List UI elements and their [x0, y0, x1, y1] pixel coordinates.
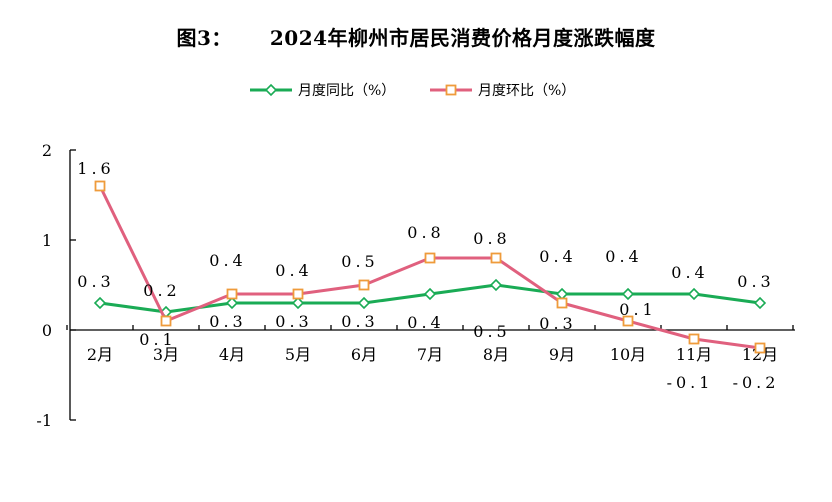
data-point — [292, 288, 304, 300]
data-point — [226, 288, 238, 300]
data-point — [555, 287, 569, 301]
data-label: -0.1 — [667, 373, 714, 392]
data-point — [489, 278, 503, 292]
series-lines — [93, 180, 767, 354]
data-point — [160, 315, 172, 327]
data-labels: 0.3 0.2 0.3 0.3 0.3 0.4 0.5 0.4 0.4 0.4 0.3 1.6 0.1 0… — [77, 159, 780, 392]
data-label: 0.4 — [275, 261, 312, 280]
x-tick-label: 6月 — [351, 345, 377, 364]
data-label: 0.5 — [341, 252, 378, 271]
legend-label: 月度环比（%） — [478, 83, 575, 99]
y-tick-label: 1 — [42, 231, 52, 250]
x-tick-label: 3月 — [153, 345, 179, 364]
data-point — [423, 287, 437, 301]
data-label: 0.1 — [619, 300, 656, 319]
data-point — [688, 333, 700, 345]
data-label: 0.3 — [77, 272, 114, 291]
data-point — [93, 296, 107, 310]
chart-title: 图3： 2024年柳州市居民消费价格月度涨跌幅度 — [0, 22, 832, 51]
data-label: 0.3 — [737, 272, 774, 291]
data-label: 1.6 — [77, 159, 114, 178]
data-label: 0.4 — [671, 263, 708, 282]
data-point — [490, 252, 502, 264]
y-tick-label: -1 — [36, 411, 52, 430]
data-label: 0.4 — [209, 251, 246, 270]
x-tick-label: 5月 — [285, 345, 311, 364]
data-label: 0.3 — [275, 312, 312, 331]
data-point — [358, 279, 370, 291]
data-label: 0.8 — [407, 223, 444, 242]
data-point — [621, 287, 635, 301]
data-point — [357, 296, 371, 310]
data-point — [291, 296, 305, 310]
data-label: 0.4 — [605, 247, 642, 266]
y-tick-label: 0 — [42, 321, 52, 340]
axes: -1 0 1 2 2月 3月 4月 5月 6月 7月 8月 9月 10月 11月 12月 — [36, 141, 795, 430]
chart-title-text: 2024年柳州市居民消费价格月度涨跌幅度 — [269, 26, 656, 50]
data-point — [424, 252, 436, 264]
data-label: -0.2 — [733, 373, 780, 392]
data-label: 0.4 — [407, 313, 444, 332]
data-label: 0.4 — [539, 247, 576, 266]
data-point — [687, 287, 701, 301]
data-label: 0.1 — [139, 330, 176, 349]
legend-marker — [264, 83, 278, 97]
legend: 月度同比（%） 月度环比（%） — [250, 83, 575, 99]
legend-label: 月度同比（%） — [298, 83, 395, 99]
x-tick-label: 8月 — [483, 345, 509, 364]
x-tick-label: 9月 — [549, 345, 575, 364]
x-tick-label: 10月 — [610, 345, 646, 364]
x-tick-label: 2月 — [87, 345, 113, 364]
data-point — [94, 180, 106, 192]
x-tick-label: 12月 — [742, 345, 778, 364]
x-tick-label: 11月 — [676, 345, 712, 364]
data-point — [556, 297, 568, 309]
x-tick-label: 7月 — [417, 345, 443, 364]
y-tick-label: 2 — [42, 141, 52, 160]
data-point — [753, 296, 767, 310]
legend-marker — [445, 84, 457, 96]
data-label: 0.3 — [341, 312, 378, 331]
data-label: 0.2 — [143, 281, 180, 300]
data-point — [754, 342, 766, 354]
data-label: 0.3 — [209, 312, 246, 331]
chart-title-prefix: 图3： — [176, 26, 232, 50]
data-label: 0.5 — [473, 322, 510, 341]
data-label: 0.3 — [539, 314, 576, 333]
x-tick-label: 4月 — [219, 345, 245, 364]
data-point — [622, 315, 634, 327]
data-point — [225, 296, 239, 310]
data-label: 0.8 — [473, 229, 510, 248]
